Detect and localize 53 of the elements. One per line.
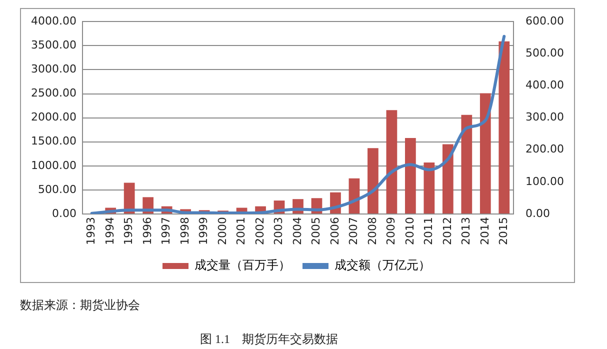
y-tick-label: 2500.00 [30,86,76,100]
x-tick-label: 1993 [84,217,98,246]
x-tick-label: 2012 [440,217,454,246]
y2-tick-label: 300.00 [526,110,564,124]
x-tick-label: 2005 [310,217,323,246]
x-tick-label: 1995 [122,217,136,246]
x-tick-label: 2001 [234,217,248,246]
y2-tick-label: 500.00 [526,46,564,60]
y-tick-label: 1000.00 [30,158,76,172]
bar [498,41,510,214]
x-tick-label: 2011 [422,217,436,246]
x-tick-label: 2004 [290,217,304,246]
x-tick-label: 1996 [140,217,154,246]
y-tick-label: 500.00 [38,182,76,196]
y-tick-label: 4000.00 [30,14,76,28]
bar [442,144,454,214]
line-series [90,34,506,214]
y2-tick-label: 600.00 [526,14,564,28]
legend-label: 成交额（万亿元） [334,258,430,272]
bar [480,93,491,214]
x-tick-label: 2002 [253,217,266,246]
bar [461,114,472,214]
bar [386,110,398,214]
x-tick-label: 2009 [384,217,398,246]
legend-label: 成交量（百万手） [194,258,290,272]
x-tick-label: 2008 [366,217,379,246]
x-tick-label: 1998 [178,217,192,246]
x-tick-label: 2006 [328,217,342,246]
x-tick-label: 1999 [197,217,210,246]
x-tick-label: 2010 [403,217,416,246]
x-tick-label: 2013 [460,217,473,246]
y2-tick-label: 0.00 [526,206,550,220]
y-tick-label: 0.00 [52,206,76,220]
bar [124,182,135,214]
caption: 图 1.1 期货历年交易数据 [200,331,338,348]
y-tick-label: 2000.00 [30,110,76,124]
y-tick-label: 1500.00 [30,134,76,148]
y-tick-label: 3500.00 [30,38,76,52]
bar [405,138,416,214]
x-tick-label: 2000 [216,217,229,246]
bar [424,162,435,214]
y2-tick-label: 200.00 [526,142,564,156]
bar [368,148,378,214]
y-tick-label: 3000.00 [30,62,76,76]
x-tick-label: 2003 [272,217,286,246]
x-tick-label: 2015 [497,217,510,246]
x-tick-label: 1997 [160,217,173,246]
y2-tick-label: 400.00 [526,78,564,92]
source-note: 数据来源：期货业协会 [20,297,140,314]
x-tick-label: 1994 [103,217,116,246]
y2-tick-label: 100.00 [526,174,564,188]
x-tick-label: 2014 [478,217,492,246]
x-tick-label: 2007 [347,217,360,246]
